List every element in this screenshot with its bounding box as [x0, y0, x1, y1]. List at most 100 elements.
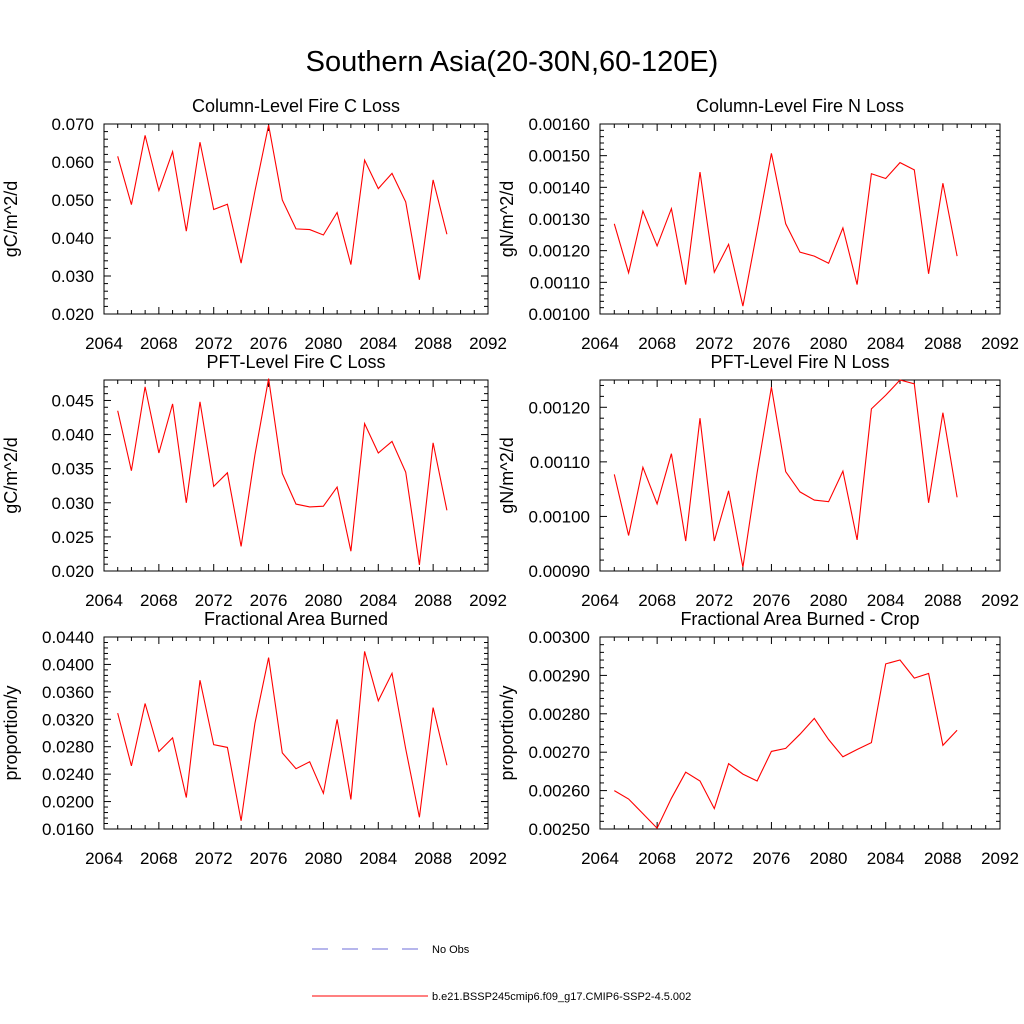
y-tick-label: 0.0360 — [42, 683, 94, 702]
legend-label-model: b.e21.BSSP245cmip6.f09_g17.CMIP6-SSP2-4.… — [432, 991, 691, 1003]
x-tick-label: 2088 — [414, 591, 452, 610]
y-tick-label: 0.00140 — [529, 178, 590, 197]
x-tick-label: 2088 — [924, 591, 962, 610]
y-tick-label: 0.00280 — [529, 705, 590, 724]
series-line — [117, 378, 448, 565]
x-tick-label: 2084 — [867, 849, 905, 868]
x-tick-label: 2088 — [924, 849, 962, 868]
y-tick-label: 0.025 — [51, 528, 94, 547]
x-tick-label: 2092 — [981, 591, 1019, 610]
x-tick-label: 2080 — [810, 849, 848, 868]
x-tick-label: 2088 — [414, 334, 452, 353]
y-axis-label: gC/m^2/d — [1, 437, 21, 513]
y-tick-label: 0.0400 — [42, 655, 94, 674]
x-tick-label: 2064 — [85, 591, 123, 610]
y-tick-label: 0.00120 — [529, 242, 590, 261]
x-tick-label: 2064 — [581, 334, 619, 353]
y-tick-label: 0.020 — [51, 562, 94, 581]
x-tick-label: 2084 — [867, 591, 905, 610]
y-tick-label: 0.00250 — [529, 820, 590, 839]
y-tick-label: 0.00110 — [530, 453, 590, 472]
panel-title: Fractional Area Burned - Crop — [680, 609, 919, 629]
x-tick-label: 2080 — [305, 334, 343, 353]
series-line — [613, 379, 958, 568]
y-tick-label: 0.060 — [51, 153, 94, 172]
x-tick-label: 2088 — [924, 334, 962, 353]
x-tick-label: 2072 — [195, 334, 233, 353]
x-tick-label: 2076 — [753, 849, 791, 868]
y-tick-label: 0.0280 — [42, 738, 94, 757]
panel-title: PFT-Level Fire N Loss — [710, 352, 889, 372]
x-tick-label: 2080 — [810, 591, 848, 610]
y-tick-label: 0.070 — [51, 115, 94, 134]
x-tick-label: 2084 — [867, 334, 905, 353]
x-tick-label: 2068 — [638, 849, 676, 868]
x-tick-label: 2064 — [85, 849, 123, 868]
panel-title: PFT-Level Fire C Loss — [206, 352, 385, 372]
x-tick-label: 2080 — [305, 591, 343, 610]
y-tick-label: 0.00150 — [529, 147, 590, 166]
x-tick-label: 2092 — [469, 849, 507, 868]
x-tick-label: 2092 — [981, 334, 1019, 353]
y-tick-label: 0.00110 — [530, 273, 590, 292]
x-tick-label: 2064 — [581, 849, 619, 868]
x-tick-label: 2084 — [359, 334, 397, 353]
x-tick-label: 2068 — [638, 591, 676, 610]
y-tick-label: 0.00100 — [529, 305, 590, 324]
x-tick-label: 2076 — [250, 849, 288, 868]
x-tick-label: 2068 — [140, 334, 178, 353]
y-tick-label: 0.00100 — [529, 507, 590, 526]
figure-title: Southern Asia(20-30N,60-120E) — [305, 46, 719, 78]
series-line — [613, 153, 958, 307]
x-tick-label: 2076 — [250, 591, 288, 610]
y-tick-label: 0.00120 — [529, 398, 590, 417]
y-tick-label: 0.0320 — [42, 710, 94, 729]
y-axis-label: proportion/y — [1, 685, 21, 780]
x-tick-label: 2072 — [695, 591, 733, 610]
series-line — [117, 651, 448, 821]
y-tick-label: 0.00300 — [529, 628, 590, 647]
x-tick-label: 2072 — [195, 591, 233, 610]
y-axis-label: proportion/y — [497, 685, 517, 780]
legend-label-no-obs: No Obs — [432, 944, 470, 956]
y-tick-label: 0.0200 — [42, 793, 94, 812]
x-tick-label: 2092 — [469, 591, 507, 610]
y-tick-label: 0.00160 — [529, 115, 590, 134]
y-tick-label: 0.0240 — [42, 765, 94, 784]
y-tick-label: 0.00260 — [529, 782, 590, 801]
y-tick-label: 0.030 — [51, 267, 94, 286]
y-tick-label: 0.035 — [51, 460, 94, 479]
x-tick-label: 2068 — [140, 849, 178, 868]
y-tick-label: 0.030 — [51, 494, 94, 513]
y-tick-label: 0.050 — [51, 191, 94, 210]
y-tick-label: 0.00290 — [529, 666, 590, 685]
y-tick-label: 0.020 — [51, 305, 94, 324]
x-tick-label: 2068 — [638, 334, 676, 353]
x-tick-label: 2092 — [981, 849, 1019, 868]
y-axis-label: gN/m^2/d — [497, 437, 517, 513]
y-axis-label: gN/m^2/d — [497, 181, 517, 257]
x-tick-label: 2072 — [695, 334, 733, 353]
x-tick-label: 2072 — [695, 849, 733, 868]
series-line — [117, 124, 448, 280]
panel-title: Column-Level Fire C Loss — [192, 96, 400, 116]
x-tick-label: 2088 — [414, 849, 452, 868]
y-tick-label: 0.00270 — [529, 743, 590, 762]
x-tick-label: 2076 — [753, 591, 791, 610]
x-tick-label: 2072 — [195, 849, 233, 868]
x-tick-label: 2092 — [469, 334, 507, 353]
x-tick-label: 2068 — [140, 591, 178, 610]
y-tick-label: 0.045 — [51, 391, 94, 410]
panel-title: Fractional Area Burned — [204, 609, 388, 629]
panel-title: Column-Level Fire N Loss — [696, 96, 904, 116]
y-tick-label: 0.040 — [51, 426, 94, 445]
y-tick-label: 0.0440 — [42, 628, 94, 647]
x-tick-label: 2076 — [250, 334, 288, 353]
y-axis-label: gC/m^2/d — [1, 181, 21, 257]
x-tick-label: 2064 — [581, 591, 619, 610]
y-tick-label: 0.00130 — [529, 210, 590, 229]
x-tick-label: 2080 — [810, 334, 848, 353]
